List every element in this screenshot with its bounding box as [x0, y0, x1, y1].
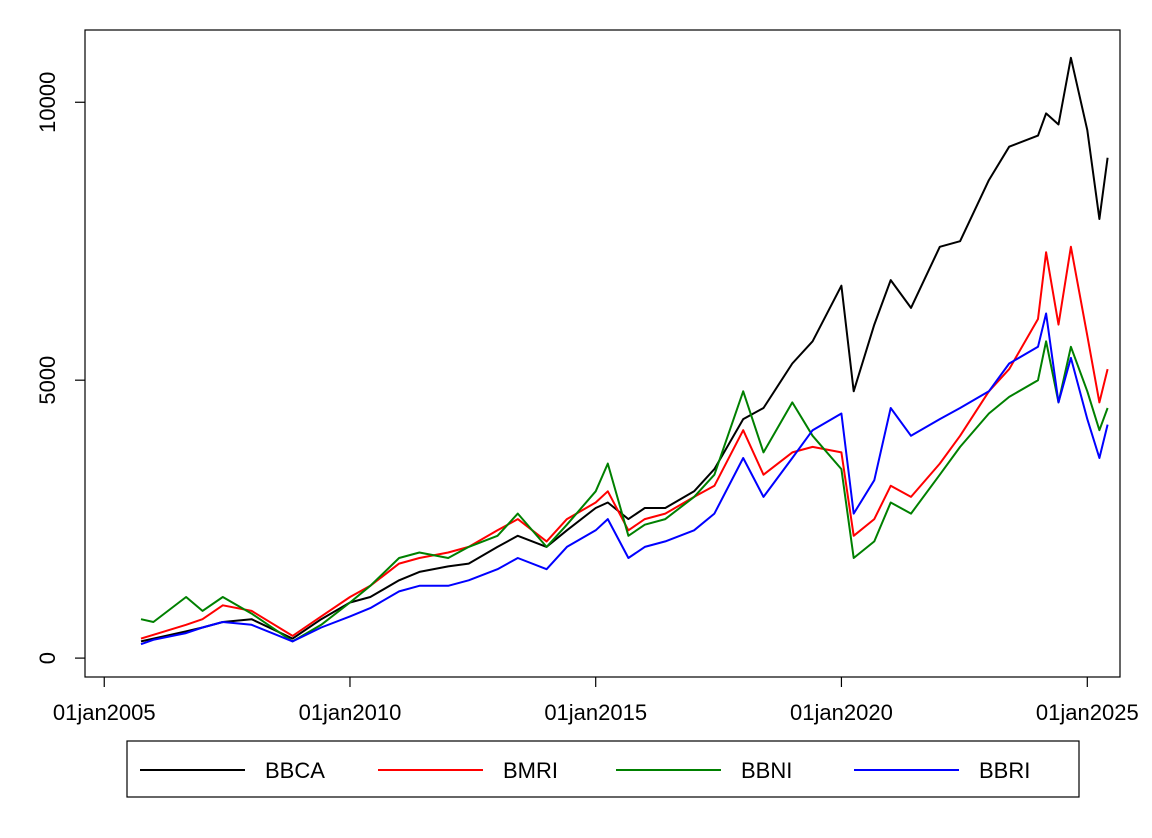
y-tick-label: 0: [35, 652, 60, 664]
legend-label: BBRI: [979, 758, 1030, 783]
x-tick-label: 01jan2005: [53, 700, 156, 725]
legend-label: BBNI: [741, 758, 792, 783]
x-tick-label: 01jan2010: [299, 700, 402, 725]
series-line: [140, 245, 1109, 640]
legend-label: BBCA: [265, 758, 325, 783]
series-line: [140, 56, 1109, 643]
y-tick-label: 10000: [35, 72, 60, 133]
legend-label: BMRI: [503, 758, 558, 783]
y-tick-label: 5000: [35, 356, 60, 405]
x-tick-label: 01jan2025: [1036, 700, 1139, 725]
x-tick-label: 01jan2020: [790, 700, 893, 725]
series-line: [140, 340, 1109, 643]
series-line: [140, 312, 1109, 646]
x-tick-label: 01jan2015: [544, 700, 647, 725]
plot-frame: [84, 29, 1121, 678]
legend-box: [126, 740, 1080, 798]
